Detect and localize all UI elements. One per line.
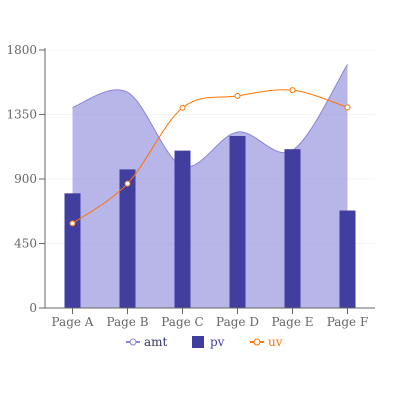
- uv-point: [180, 105, 185, 110]
- legend-label: amt: [144, 335, 168, 349]
- uv-point: [70, 221, 75, 226]
- legend-label: uv: [268, 335, 283, 349]
- legend: amt pv uv: [126, 335, 283, 349]
- amt-area-fill: [73, 64, 348, 308]
- legend-item-pv: pv: [192, 335, 225, 349]
- pv-bar: [230, 136, 246, 308]
- amt-area-series: [73, 64, 348, 308]
- x-tick-label: Page C: [161, 315, 203, 329]
- x-tick-label: Page A: [52, 315, 94, 329]
- legend-marker: [130, 339, 136, 345]
- legend-item-uv: uv: [250, 335, 283, 349]
- pv-bar: [120, 169, 136, 308]
- legend-item-amt: amt: [126, 335, 168, 349]
- pv-bar: [285, 149, 301, 308]
- uv-point: [290, 88, 295, 93]
- y-tick-label: 1800: [6, 43, 37, 57]
- x-tick-label: Page D: [216, 315, 259, 329]
- pv-bar: [175, 151, 191, 308]
- y-tick-label: 900: [14, 172, 37, 186]
- uv-point: [125, 181, 130, 186]
- y-tick-label: 0: [29, 301, 37, 315]
- legend-label: pv: [210, 335, 225, 349]
- uv-point: [345, 105, 350, 110]
- legend-swatch: [192, 336, 204, 348]
- legend-marker: [254, 339, 260, 345]
- x-tick-label: Page F: [327, 315, 369, 329]
- pv-bar: [340, 211, 356, 308]
- x-tick-label: Page B: [106, 315, 148, 329]
- uv-point: [235, 93, 240, 98]
- y-tick-label: 450: [14, 237, 37, 251]
- pv-bar: [65, 193, 81, 308]
- y-tick-label: 1350: [6, 108, 37, 122]
- x-tick-label: Page E: [271, 315, 313, 329]
